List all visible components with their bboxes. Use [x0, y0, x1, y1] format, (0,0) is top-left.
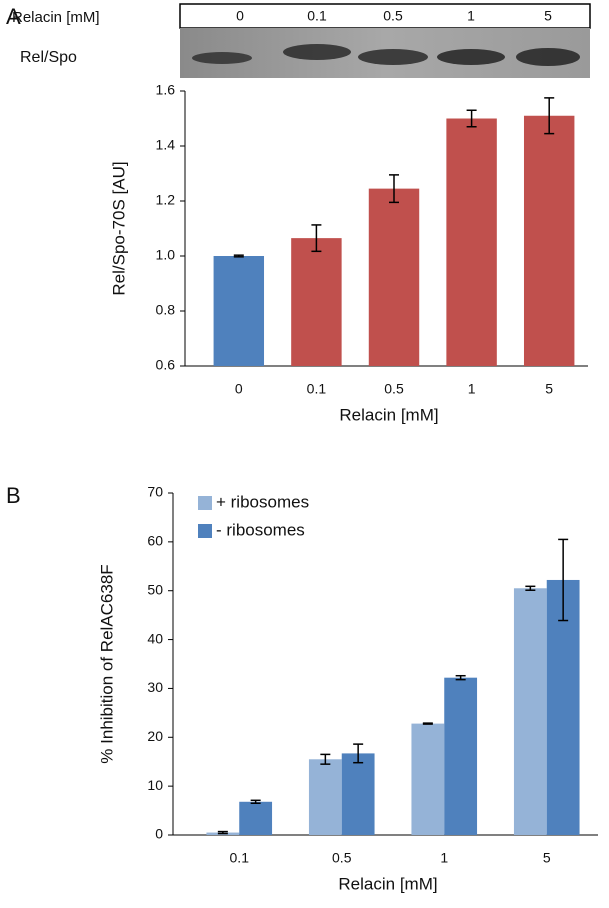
panel-label: A	[6, 4, 21, 29]
bar	[239, 801, 273, 835]
y-axis-title: % Inhibition of RelAC638F	[97, 564, 116, 763]
bar	[513, 588, 547, 835]
x-tick-label: 1	[440, 850, 448, 866]
legend-swatch	[198, 496, 212, 510]
y-tick-label: 70	[147, 484, 163, 500]
y-tick-label: 1.0	[156, 247, 176, 263]
x-tick-label: 0.1	[230, 850, 250, 866]
blot-row-label: Rel/Spo	[20, 49, 77, 66]
bar	[213, 256, 265, 366]
blot-lane-label: 0.1	[307, 8, 327, 24]
bar	[291, 238, 342, 366]
bar	[411, 723, 445, 835]
y-tick-label: 1.6	[156, 82, 176, 98]
y-tick-label: 0.8	[156, 302, 176, 318]
bar	[446, 118, 497, 366]
x-tick-label: 5	[543, 850, 551, 866]
x-tick-label: 0.5	[384, 381, 404, 397]
x-tick-label: 0.1	[307, 381, 327, 397]
y-tick-label: 30	[147, 679, 163, 695]
bar	[523, 115, 575, 366]
y-tick-label: 40	[147, 630, 163, 646]
blot-header-box	[179, 3, 591, 29]
bar	[341, 753, 375, 835]
y-tick-label: 50	[147, 581, 163, 597]
x-axis-title: Relacin [mM]	[339, 405, 438, 424]
bar	[308, 759, 342, 835]
y-tick-label: 1.4	[156, 137, 176, 153]
legend-swatch	[198, 524, 212, 538]
bar	[368, 188, 420, 366]
panel-label: B	[6, 483, 21, 508]
y-tick-label: 0	[155, 826, 163, 842]
y-tick-label: 60	[147, 533, 163, 549]
x-tick-label: 0.5	[332, 850, 352, 866]
y-axis-title: Rel/Spo-70S [AU]	[109, 161, 128, 295]
y-tick-label: 10	[147, 777, 163, 793]
blot-header: Relacin [mM]	[12, 9, 100, 26]
blot-lane-label: 5	[544, 8, 552, 24]
x-tick-label: 1	[468, 381, 476, 397]
x-axis-title: Relacin [mM]	[338, 874, 437, 893]
blot-bands	[192, 44, 580, 66]
blot-lane-label: 0	[236, 8, 244, 24]
y-tick-label: 20	[147, 728, 163, 744]
x-tick-label: 0	[235, 381, 243, 397]
y-tick-label: 0.6	[156, 357, 176, 373]
x-tick-label: 5	[545, 381, 553, 397]
bar	[546, 579, 580, 835]
legend-label: + ribosomes	[216, 492, 309, 511]
legend-label: - ribosomes	[216, 520, 305, 539]
blot-lane-label: 0.5	[383, 8, 403, 24]
blot-lane-label: 1	[467, 8, 475, 24]
y-tick-label: 1.2	[156, 192, 176, 208]
bar	[444, 677, 478, 835]
